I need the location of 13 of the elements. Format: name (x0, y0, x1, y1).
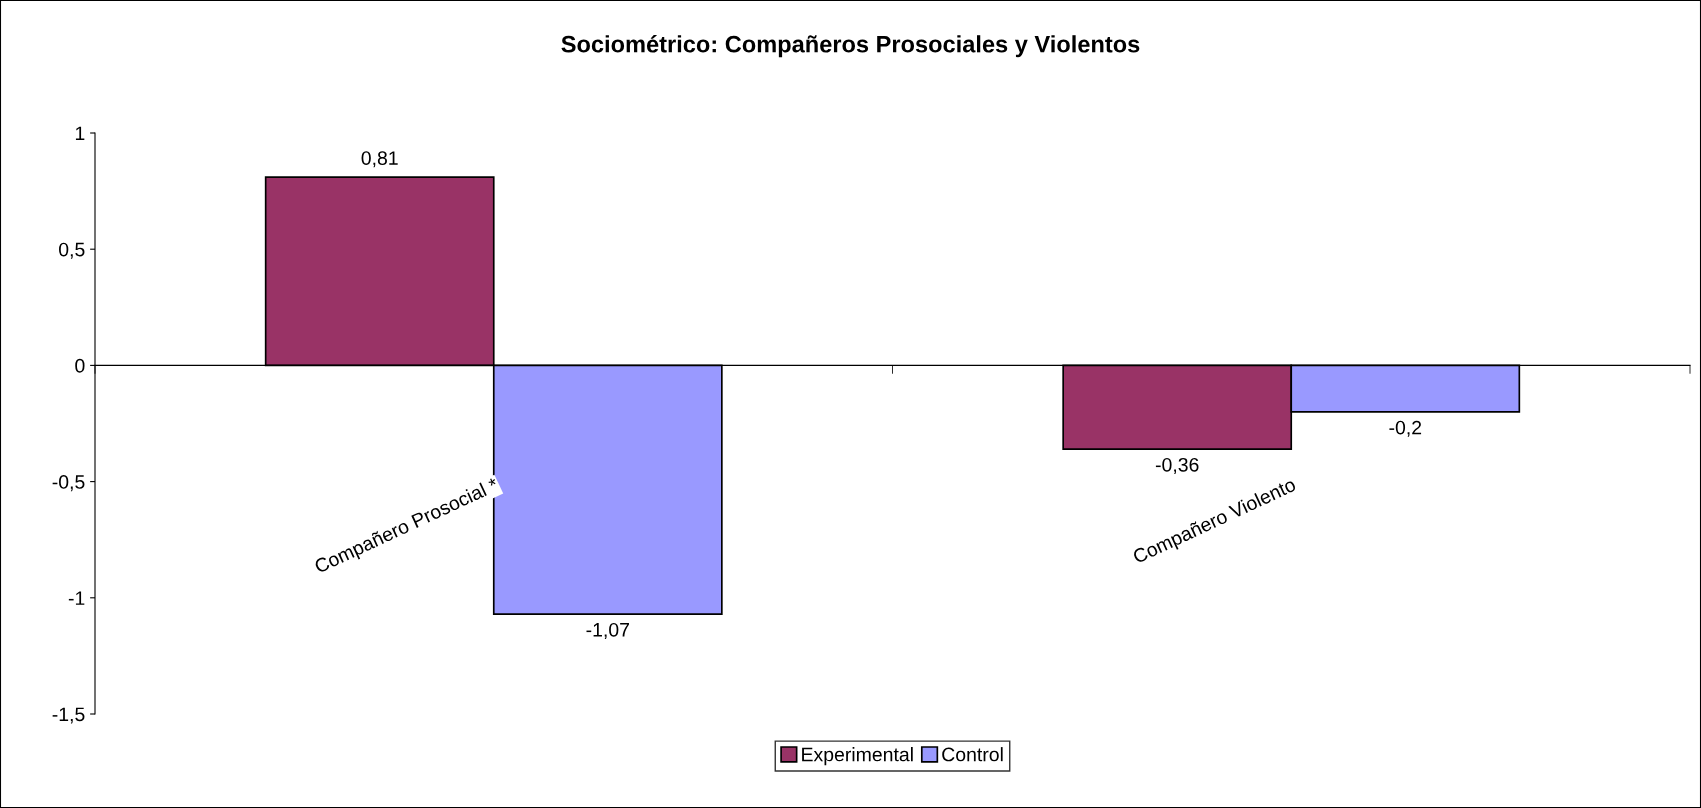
chart-title: Sociométrico: Compañeros Prosociales y Violentos (561, 35, 1140, 58)
y-tick-label: 0,5 (59, 242, 85, 259)
legend-label: Control (942, 747, 1003, 762)
y-tick-label: 1 (75, 126, 85, 141)
y-tick-label: -0,5 (52, 475, 85, 492)
y-tick-label: 0 (75, 358, 85, 373)
y-tick-label: -1,5 (52, 707, 85, 724)
legend-label: Experimental (802, 747, 913, 766)
data-label: -0,36 (1155, 457, 1199, 474)
y-tick-label: -1 (68, 591, 85, 605)
data-label: -1,07 (586, 622, 629, 639)
data-label: 0,81 (361, 151, 398, 168)
data-label: -0,2 (1389, 420, 1422, 437)
